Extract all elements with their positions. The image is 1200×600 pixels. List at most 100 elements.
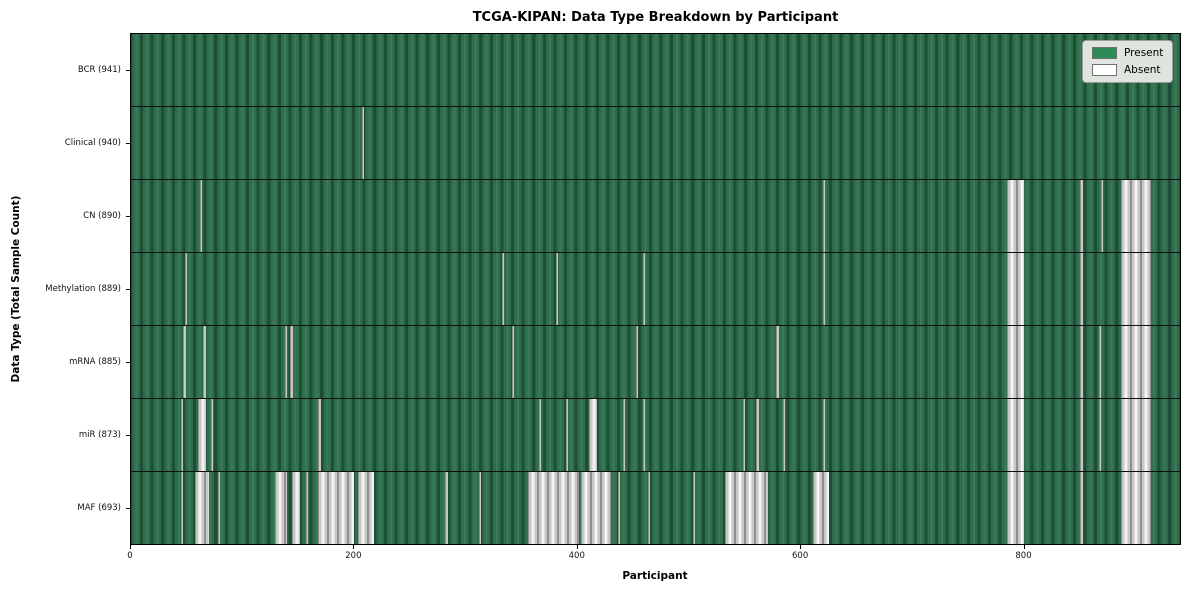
- absent-stripe: [813, 472, 829, 544]
- absent-stripe: [1098, 399, 1101, 471]
- y-tick-label: CN (890): [83, 210, 121, 221]
- legend-label: Absent: [1124, 64, 1161, 76]
- x-tick-mark: [576, 545, 578, 549]
- absent-stripe: [1120, 326, 1151, 398]
- absent-stripe: [361, 107, 364, 179]
- absent-stripe: [445, 472, 448, 544]
- absent-stripe: [478, 472, 482, 544]
- y-tick-label: miR (873): [78, 430, 121, 441]
- absent-stripe: [692, 472, 696, 544]
- legend-item-present: Present: [1092, 47, 1163, 59]
- y-tick-label: MAF (693): [77, 503, 121, 514]
- absent-stripe: [635, 326, 639, 398]
- y-tick-label: mRNA (885): [69, 357, 121, 368]
- y-tick-mark: [126, 435, 130, 437]
- absent-stripe: [622, 399, 625, 471]
- heatmap-row-MAF: [131, 472, 1180, 544]
- absent-stripe: [181, 472, 184, 544]
- absent-stripe: [200, 180, 203, 252]
- x-tick-label: 600: [792, 551, 809, 561]
- y-tick-label: Methylation (889): [45, 284, 121, 294]
- y-tick-mark: [126, 69, 130, 71]
- absent-stripe: [211, 399, 214, 471]
- absent-stripe: [725, 472, 768, 544]
- absent-stripe: [181, 399, 184, 471]
- legend-swatch: [1092, 64, 1117, 76]
- absent-stripe: [1079, 253, 1083, 325]
- y-tick-mark: [126, 508, 130, 510]
- absent-stripe: [318, 399, 321, 471]
- absent-stripe: [1120, 472, 1151, 544]
- absent-stripe: [512, 326, 515, 398]
- x-tick-mark: [130, 545, 131, 549]
- absent-stripe: [183, 326, 186, 398]
- absent-stripe: [1098, 326, 1101, 398]
- absent-stripe: [648, 472, 651, 544]
- absent-stripe: [618, 472, 621, 544]
- legend-swatch: [1092, 47, 1117, 59]
- absent-stripe: [1100, 180, 1104, 252]
- absent-stripe: [1007, 326, 1024, 398]
- heatmap-row-mRNA: [131, 326, 1180, 399]
- absent-stripe: [1079, 180, 1083, 252]
- absent-stripe: [642, 253, 645, 325]
- absent-stripe: [284, 326, 288, 398]
- y-tick-mark: [126, 142, 130, 144]
- absent-stripe: [555, 253, 558, 325]
- absent-stripe: [581, 472, 612, 544]
- absent-stripe: [783, 399, 786, 471]
- y-tick-label: Clinical (940): [64, 137, 121, 148]
- x-tick-label: 200: [345, 551, 362, 561]
- y-tick-mark: [126, 215, 130, 217]
- x-axis-label: Participant: [622, 570, 688, 582]
- absent-stripe: [290, 326, 293, 398]
- absent-stripe: [306, 472, 309, 544]
- heatmap-row-BCR: [131, 34, 1180, 107]
- x-tick-label: 800: [1015, 551, 1032, 561]
- chart-title: TCGA-KIPAN: Data Type Breakdown by Parti…: [472, 10, 839, 25]
- absent-stripe: [539, 399, 542, 471]
- absent-stripe: [1120, 253, 1151, 325]
- heatmap-row-CN: [131, 180, 1180, 253]
- legend: Present Absent: [1082, 40, 1174, 83]
- absent-stripe: [1007, 472, 1024, 544]
- legend-item-absent: Absent: [1092, 64, 1163, 76]
- absent-stripe: [1007, 399, 1024, 471]
- absent-stripe: [1079, 399, 1083, 471]
- absent-stripe: [642, 399, 645, 471]
- absent-stripe: [1007, 180, 1024, 252]
- absent-stripe: [274, 472, 288, 544]
- absent-stripe: [1079, 326, 1083, 398]
- absent-stripe: [756, 399, 759, 471]
- absent-stripe: [291, 472, 301, 544]
- absent-stripe: [1079, 472, 1083, 544]
- absent-stripe: [1007, 253, 1024, 325]
- heatmap-row-Methylation: [131, 253, 1180, 326]
- absent-stripe: [194, 472, 210, 544]
- plot-area: [130, 33, 1181, 545]
- legend-label: Present: [1124, 47, 1164, 59]
- absent-stripe: [565, 399, 568, 471]
- absent-stripe: [589, 399, 597, 471]
- x-tick-label: 400: [568, 551, 585, 561]
- absent-stripe: [1120, 180, 1151, 252]
- y-tick-mark: [126, 289, 130, 290]
- absent-stripe: [502, 253, 505, 325]
- x-tick-label: 0: [127, 551, 133, 561]
- absent-stripe: [527, 472, 580, 544]
- x-tick-mark: [1023, 545, 1025, 549]
- absent-stripe: [823, 399, 826, 471]
- absent-stripe: [743, 399, 746, 471]
- absent-stripe: [358, 472, 374, 544]
- absent-stripe: [217, 472, 221, 544]
- absent-stripe: [318, 472, 354, 544]
- heatmap-row-Clinical: [131, 107, 1180, 180]
- absent-stripe: [1120, 399, 1151, 471]
- y-tick-mark: [126, 362, 130, 364]
- heatmap-row-miR: [131, 399, 1180, 472]
- x-tick-mark: [353, 545, 355, 549]
- y-tick-label: BCR (941): [77, 64, 121, 75]
- absent-stripe: [823, 180, 826, 252]
- absent-stripe: [776, 326, 779, 398]
